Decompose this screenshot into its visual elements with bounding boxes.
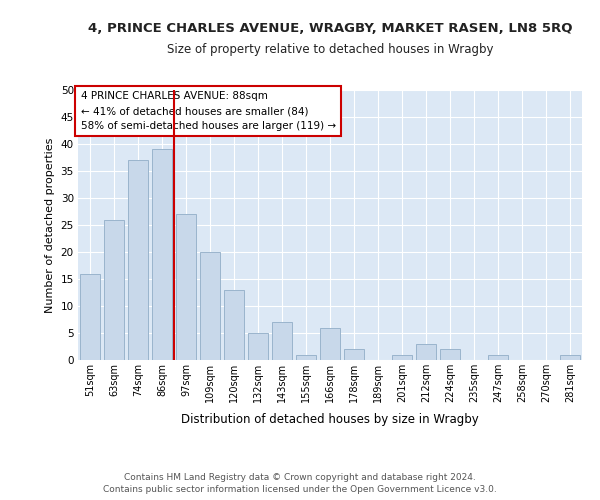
Bar [224,290,244,360]
Bar [488,354,508,360]
Text: Contains HM Land Registry data © Crown copyright and database right 2024.: Contains HM Land Registry data © Crown c… [124,472,476,482]
Bar [440,349,460,360]
Bar [152,150,172,360]
Text: 4, PRINCE CHARLES AVENUE, WRAGBY, MARKET RASEN, LN8 5RQ: 4, PRINCE CHARLES AVENUE, WRAGBY, MARKET… [88,22,572,36]
Bar [320,328,340,360]
Bar [200,252,220,360]
Bar [392,354,412,360]
Bar [80,274,100,360]
Bar [296,354,316,360]
Text: Contains public sector information licensed under the Open Government Licence v3: Contains public sector information licen… [103,485,497,494]
Y-axis label: Number of detached properties: Number of detached properties [45,138,55,312]
Bar [176,214,196,360]
Bar [104,220,124,360]
Bar [248,333,268,360]
Bar [560,354,580,360]
Bar [344,349,364,360]
Bar [272,322,292,360]
X-axis label: Distribution of detached houses by size in Wragby: Distribution of detached houses by size … [181,414,479,426]
Text: Size of property relative to detached houses in Wragby: Size of property relative to detached ho… [167,42,493,56]
Bar [416,344,436,360]
Text: 4 PRINCE CHARLES AVENUE: 88sqm
← 41% of detached houses are smaller (84)
58% of : 4 PRINCE CHARLES AVENUE: 88sqm ← 41% of … [80,92,335,131]
Bar [128,160,148,360]
